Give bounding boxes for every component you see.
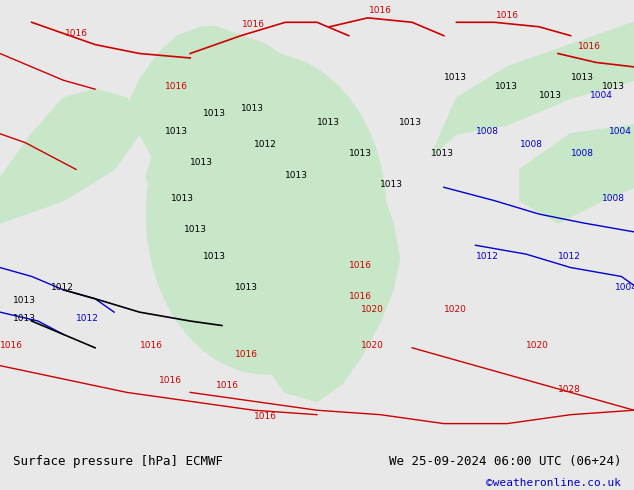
- Text: 1016: 1016: [0, 341, 23, 350]
- Text: 1016: 1016: [216, 381, 238, 390]
- Text: 1016: 1016: [242, 20, 265, 29]
- Text: We 25-09-2024 06:00 UTC (06+24): We 25-09-2024 06:00 UTC (06+24): [389, 455, 621, 468]
- Text: 1012: 1012: [51, 283, 74, 292]
- Text: 1016: 1016: [235, 350, 257, 359]
- Text: 1013: 1013: [380, 180, 403, 189]
- Text: 1020: 1020: [361, 341, 384, 350]
- Text: 1020: 1020: [361, 305, 384, 314]
- Text: 1013: 1013: [602, 82, 625, 91]
- Polygon shape: [127, 27, 399, 401]
- Text: 1013: 1013: [190, 158, 213, 167]
- Text: 1008: 1008: [571, 149, 593, 158]
- Text: 1013: 1013: [13, 296, 36, 305]
- Text: 1012: 1012: [76, 314, 99, 323]
- Text: 1013: 1013: [235, 283, 257, 292]
- Text: 1008: 1008: [520, 140, 543, 149]
- Text: 1028: 1028: [558, 386, 581, 394]
- Text: 1008: 1008: [476, 127, 498, 136]
- Text: 1013: 1013: [241, 104, 264, 114]
- Text: 1012: 1012: [254, 140, 276, 149]
- Text: 1016: 1016: [158, 376, 181, 386]
- Text: 1016: 1016: [139, 341, 162, 350]
- Polygon shape: [520, 125, 634, 223]
- Text: 1013: 1013: [571, 74, 593, 82]
- Text: 1013: 1013: [165, 127, 188, 136]
- Text: 1013: 1013: [285, 172, 308, 180]
- Text: 1013: 1013: [444, 74, 467, 82]
- Text: 1016: 1016: [578, 42, 601, 51]
- Text: 1013: 1013: [203, 109, 226, 118]
- Text: 1016: 1016: [165, 82, 188, 91]
- Text: 1020: 1020: [526, 341, 549, 350]
- Text: ©weatheronline.co.uk: ©weatheronline.co.uk: [486, 478, 621, 489]
- Text: 1013: 1013: [399, 118, 422, 127]
- Text: 1013: 1013: [495, 82, 517, 91]
- Text: 1004: 1004: [590, 91, 612, 100]
- Text: 1013: 1013: [431, 149, 454, 158]
- Text: 1012: 1012: [558, 252, 581, 261]
- Text: 1016: 1016: [349, 292, 372, 301]
- Text: 1016: 1016: [369, 6, 392, 15]
- Text: 1016: 1016: [65, 29, 87, 38]
- Text: 1016: 1016: [349, 261, 372, 270]
- Text: 1016: 1016: [254, 412, 276, 421]
- Text: 1012: 1012: [476, 252, 498, 261]
- Text: 1004: 1004: [615, 283, 634, 292]
- Text: 1004: 1004: [609, 127, 631, 136]
- Polygon shape: [0, 89, 139, 223]
- Text: 1008: 1008: [602, 194, 625, 203]
- Text: 1013: 1013: [349, 149, 372, 158]
- Text: Surface pressure [hPa] ECMWF: Surface pressure [hPa] ECMWF: [13, 455, 223, 468]
- Text: 1013: 1013: [203, 252, 226, 261]
- Text: 1013: 1013: [13, 314, 36, 323]
- Ellipse shape: [146, 53, 387, 374]
- Text: 1013: 1013: [539, 91, 562, 100]
- Text: 1013: 1013: [317, 118, 340, 127]
- Text: 1013: 1013: [171, 194, 194, 203]
- Text: 1020: 1020: [444, 305, 467, 314]
- Polygon shape: [431, 22, 634, 156]
- Text: 1013: 1013: [184, 225, 207, 234]
- Text: 1016: 1016: [496, 11, 519, 20]
